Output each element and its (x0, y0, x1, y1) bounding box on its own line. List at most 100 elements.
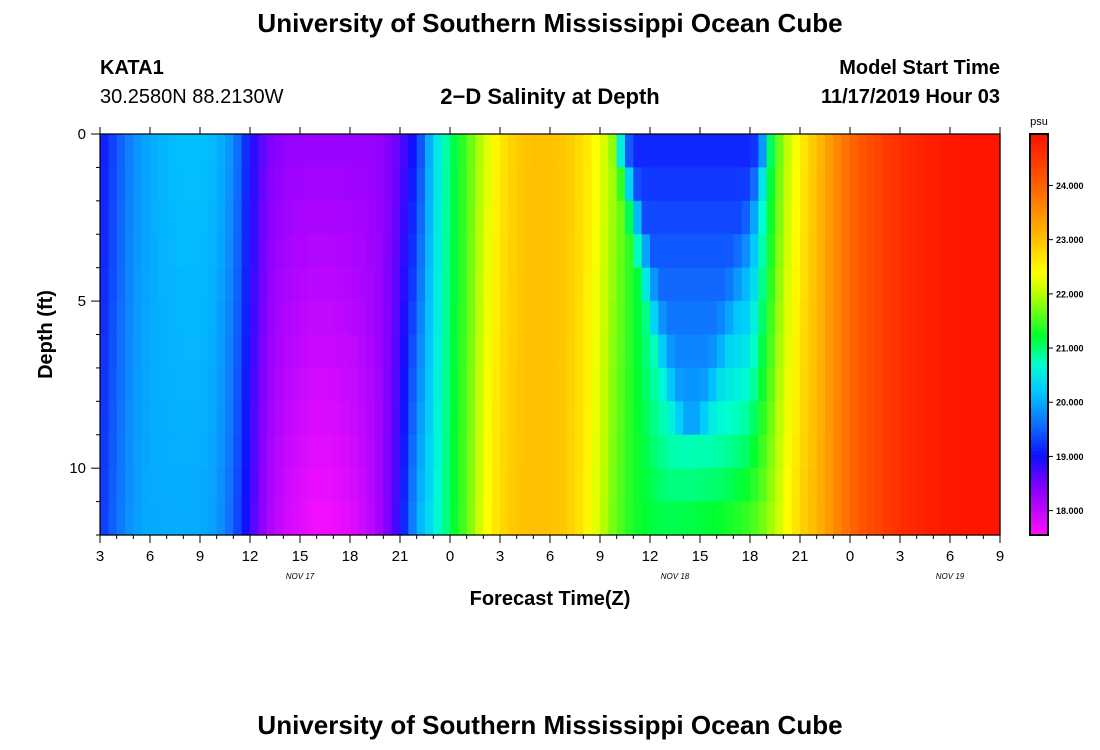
heatmap-cell (791, 234, 801, 269)
heatmap-cell (125, 234, 134, 269)
heatmap-cell (466, 334, 476, 369)
heatmap-cell (741, 134, 751, 169)
heatmap-cell (958, 501, 968, 536)
heatmap-cell (883, 200, 893, 235)
heatmap-cell (166, 468, 176, 503)
heatmap-cell (366, 200, 376, 235)
heatmap-cell (500, 301, 509, 336)
heatmap-cell (650, 334, 659, 369)
heatmap-cell (833, 234, 843, 269)
heatmap-cell (716, 468, 726, 503)
heatmap-cell (225, 468, 234, 503)
heatmap-cell (383, 167, 393, 202)
heatmap-cell (750, 234, 759, 269)
heatmap-cell (916, 434, 926, 469)
heatmap-cell (283, 167, 293, 202)
plot-title: 2−D Salinity at Depth (440, 84, 660, 109)
heatmap-cell (650, 200, 659, 235)
heatmap-cell (841, 367, 851, 402)
heatmap-cell (300, 167, 309, 202)
heatmap-cell (583, 200, 593, 235)
heatmap-cell (800, 134, 809, 169)
heatmap-cell (433, 167, 443, 202)
heatmap-cell (541, 468, 551, 503)
heatmap-cell (566, 434, 576, 469)
heatmap-cell (466, 401, 476, 436)
heatmap-cell (400, 334, 409, 369)
heatmap-cell (433, 267, 443, 302)
heatmap-cell (700, 167, 709, 202)
heatmap-cell (425, 401, 434, 436)
heatmap-cell (308, 167, 318, 202)
heatmap-cell (658, 267, 668, 302)
x-tick-label: 21 (392, 548, 409, 565)
heatmap-cell (666, 468, 676, 503)
x-tick-label: 15 (292, 548, 309, 565)
heatmap-cell (958, 301, 968, 336)
x-axis: 3 6 9 12 15 18 21 0 3 6 9 12 15 18 21 0 3 6 9 NOV 17 NOV 18 N… (96, 127, 1004, 581)
heatmap-cell (550, 367, 559, 402)
heatmap-cell (933, 267, 943, 302)
y-tick-label: 0 (78, 126, 86, 143)
heatmap-cell (833, 267, 843, 302)
heatmap-cell (900, 367, 909, 402)
heatmap-cell (166, 401, 176, 436)
heatmap-cell (550, 234, 559, 269)
heatmap-cell (800, 301, 809, 336)
heatmap-cell (133, 334, 143, 369)
heatmap-cell (483, 367, 493, 402)
heatmap-cell (141, 501, 151, 536)
heatmap-cell (875, 234, 884, 269)
heatmap-cell (950, 301, 959, 336)
heatmap-cell (675, 234, 684, 269)
heatmap-cell (375, 334, 384, 369)
heatmap-cell (216, 301, 226, 336)
heatmap-cell (116, 367, 126, 402)
heatmap-cell (608, 267, 618, 302)
heatmap-cell (975, 301, 984, 336)
heatmap-cell (491, 367, 501, 402)
heatmap-cell (700, 234, 709, 269)
heatmap-cell (450, 200, 459, 235)
heatmap-cell (450, 501, 459, 536)
heatmap-cell (691, 200, 701, 235)
heatmap-cell (925, 468, 934, 503)
heatmap-cell (566, 401, 576, 436)
heatmap-cell (758, 134, 768, 169)
heatmap-cell (616, 200, 626, 235)
heatmap-cell (566, 367, 576, 402)
heatmap-cell (116, 434, 126, 469)
heatmap-cell (116, 234, 126, 269)
heatmap-cell (283, 134, 293, 169)
colorbar-swatch (1030, 504, 1048, 509)
heatmap-cell (308, 334, 318, 369)
heatmap-cell (500, 401, 509, 436)
heatmap-cell (291, 334, 301, 369)
heatmap-cell (450, 334, 459, 369)
heatmap-cell (208, 434, 218, 469)
heatmap-cell (258, 134, 268, 169)
heatmap-cell (250, 401, 259, 436)
heatmap-cell (883, 401, 893, 436)
colorbar-swatch (1030, 190, 1048, 195)
heatmap-cell (933, 134, 943, 169)
heatmap-cell (500, 334, 509, 369)
heatmap-cell (991, 401, 1001, 436)
heatmap-cell (758, 234, 768, 269)
colorbar-swatch (1030, 401, 1048, 406)
heatmap-cell (583, 401, 593, 436)
heatmap-cell (100, 401, 109, 436)
heatmap-cell (266, 301, 276, 336)
heatmap-cell (291, 267, 301, 302)
heatmap-cell (833, 501, 843, 536)
heatmap-cell (333, 501, 343, 536)
heatmap-cell (883, 167, 893, 202)
colorbar-swatch (1030, 331, 1048, 336)
heatmap-cell (125, 267, 134, 302)
heatmap-cell (191, 200, 201, 235)
heatmap-cell (333, 367, 343, 402)
heatmap-cell (308, 267, 318, 302)
heatmap-cell (600, 468, 609, 503)
heatmap-cell (108, 167, 118, 202)
heatmap-cell (775, 334, 784, 369)
